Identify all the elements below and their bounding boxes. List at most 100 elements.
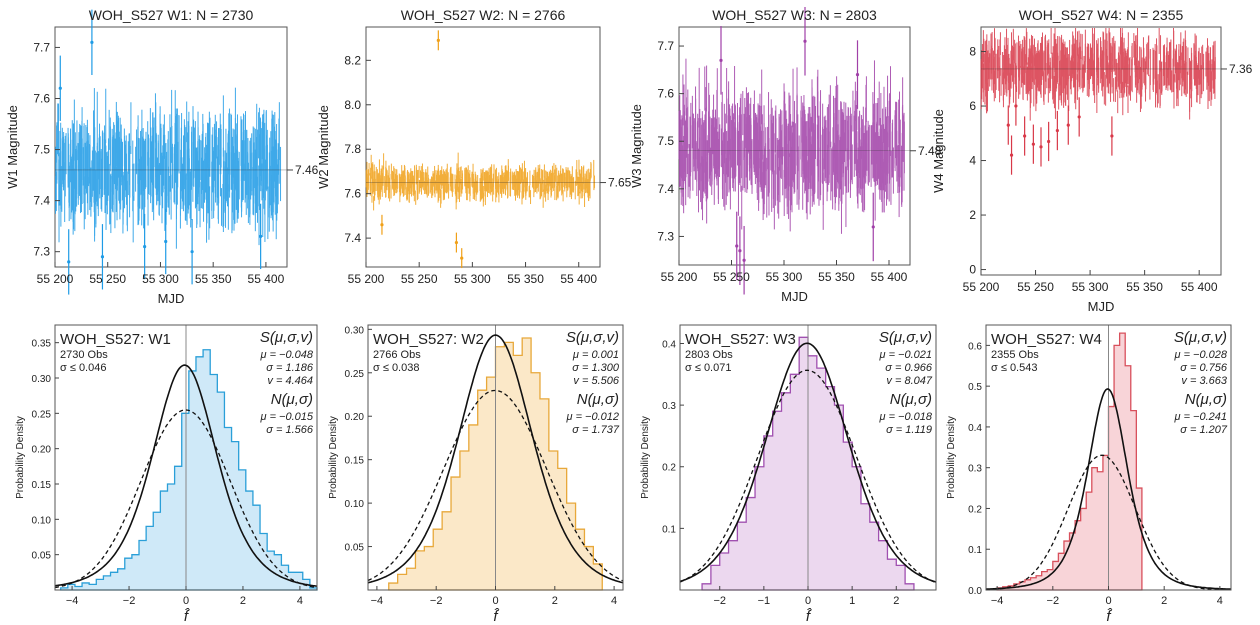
y-tick-label: 0 [969,263,976,277]
student-t-param: v = 3.663 [1181,375,1227,387]
x-axis-label: MJD [158,291,185,306]
panel-title: WOH_S527 W4: N = 2355 [1019,7,1184,23]
y-axis-label: W3 Magnitude [629,104,644,188]
x-tick-label: −2 [713,595,726,607]
obs-count: 2355 Obs [991,349,1039,361]
obs-count: 2803 Obs [685,349,733,361]
outlier-point [164,239,168,244]
obs-count: 2766 Obs [373,349,421,361]
outlier-point [67,260,71,264]
sigma-note: σ ≤ 0.543 [991,362,1037,374]
mean-label: 7.46 [295,163,319,177]
outlier-point [190,250,194,254]
outlier-point [1006,123,1010,127]
panel-title: WOH_S527: W3 [685,331,796,348]
y-axis-label: Probability Density [328,416,339,499]
x-tick-label: 55 200 [963,280,1000,294]
y-axis-label: Probability Density [640,416,651,499]
normal-curve [679,369,937,584]
y-tick-label: 0.25 [345,369,365,380]
y-axis-label: W2 Magnitude [316,105,331,189]
x-tick-label: 55 400 [560,272,597,286]
x-tick-label: 4 [1217,595,1223,607]
outlier-point [855,73,860,77]
y-axis-label: W1 Magnitude [5,105,20,189]
panel-title: WOH_S527 W1: N = 2730 [89,7,254,23]
y-tick-label: 8.2 [344,53,361,67]
outlier-point [738,249,742,253]
outlier-point [719,58,723,62]
y-tick-label: 7.6 [344,187,361,201]
normal-param: μ = −0.018 [878,411,932,423]
x-axis-label: MJD [781,289,808,304]
student-t-param: σ = 0.756 [1180,362,1228,374]
x-tick-label: 55 400 [1181,280,1218,294]
student-t-param: v = 8.047 [886,375,932,387]
y-tick-label: 0.20 [345,412,365,423]
light-curve-panel-2: 55 200 55 250 55 300 55 350 55 400 7.4 7.6 7.8 8… [316,7,632,286]
obs-count: 2730 Obs [60,349,108,361]
x-axis-label: f̂ [806,608,813,625]
outlier-point [803,39,807,43]
x-tick-label: 55 250 [401,272,438,286]
panel-title: WOH_S527: W2 [373,331,484,348]
x-tick-label: 2 [1161,595,1167,607]
y-tick-label: 7.8 [344,142,361,156]
y-tick-label: 7.6 [657,87,674,101]
y-tick-label: 0.3 [662,401,676,412]
y-tick-label: 0.30 [345,325,365,336]
x-tick-label: 2 [552,595,558,607]
x-axis-label: f̂ [1106,608,1113,625]
y-tick-label: 0.05 [32,551,52,562]
x-tick-label: 0 [1105,595,1111,607]
outlier-point [90,40,94,44]
x-tick-label: 55 200 [661,270,698,284]
y-tick-label: 8 [969,45,976,59]
distribution-panel-3: −2 −1 0 1 2 0.1 0.2 0.3 0.4 f̂ Probability Density… [640,324,937,625]
plot-frame [365,26,601,268]
x-tick-label: 55 250 [1017,280,1054,294]
y-tick-label: 0.10 [32,515,52,526]
outlier-point [436,38,440,42]
normal-param: σ = 1.566 [266,424,314,436]
outlier-point [380,223,384,227]
outlier-point [143,244,147,249]
y-tick-label: 0.1 [968,545,982,556]
y-tick-label: 7.4 [657,182,674,196]
x-axis-label: f̂ [493,608,500,625]
light-curve-panel-4: 55 200 55 250 55 300 55 350 55 400 0 2 4 6 8 7.36 W… [931,7,1253,314]
y-tick-label: 0.15 [32,480,52,491]
normal-curve [986,454,1231,591]
x-tick-label: 55 200 [37,272,74,286]
normal-label: N(μ,σ) [890,391,932,408]
distribution-panel-1: −4 −2 0 2 4 0.05 0.10 0.15 0.20 0.25 0.30 0.35 f̂ Pro… [15,324,318,625]
y-tick-label: 7.4 [33,194,50,208]
data-band [678,58,905,234]
data-band [365,152,596,211]
student-t-param: μ = 0.001 [572,349,619,361]
panel-title: WOH_S527: W4 [991,331,1102,348]
x-tick-label: 2 [240,595,246,607]
student-t-label: S(μ,σ,v) [260,329,313,346]
y-tick-label: 0.05 [345,543,365,554]
y-tick-label: 0.5 [968,382,982,393]
outlier-point [1110,134,1114,138]
x-tick-label: 0 [183,595,189,607]
normal-param: σ = 1.737 [572,424,620,436]
x-tick-label: 55 350 [1126,280,1163,294]
x-tick-label: −2 [123,595,136,607]
y-tick-label: 7.5 [657,134,674,148]
y-tick-label: 0.4 [968,423,982,434]
x-tick-label: −4 [371,595,384,607]
outlier-point [735,244,739,248]
x-axis-label: f̂ [184,608,191,625]
y-tick-label: 7.7 [33,40,50,54]
normal-param: μ = −0.012 [565,411,619,423]
outlier-point [1031,142,1035,146]
student-t-label: S(μ,σ,v) [1174,329,1227,346]
student-t-label: S(μ,σ,v) [879,329,932,346]
y-tick-label: 7.5 [33,143,50,157]
student-t-param: σ = 1.186 [266,362,314,374]
x-tick-label: 55 250 [89,272,126,286]
